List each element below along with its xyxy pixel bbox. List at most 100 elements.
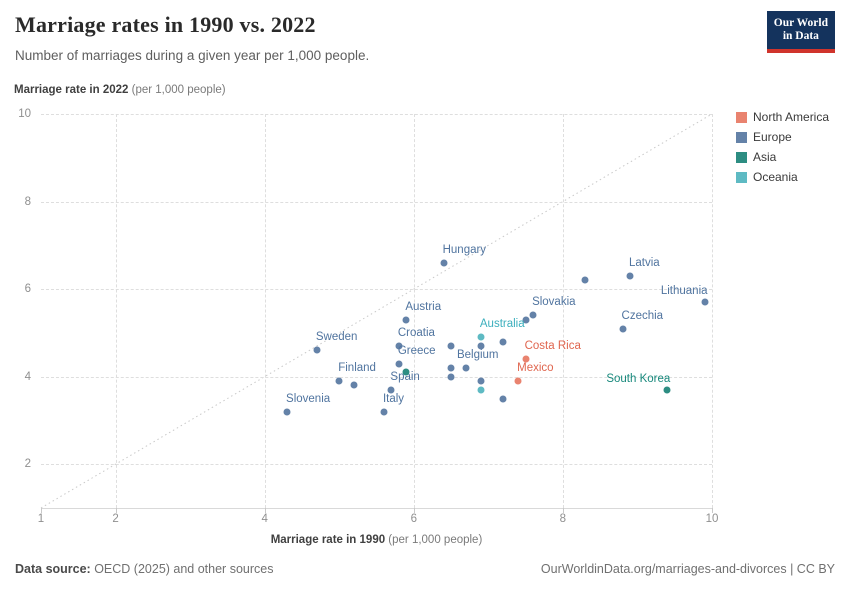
data-point-label[interactable]: Costa Rica [524,340,581,353]
data-point-belgium[interactable] [462,364,470,372]
data-point[interactable] [447,373,455,381]
x-axis-tick-mark [712,508,713,513]
legend-swatch [736,132,747,143]
data-point[interactable] [447,364,455,372]
data-point-label[interactable]: Spain [390,370,420,383]
identity-reference-line [40,113,713,509]
data-point-label[interactable]: Latvia [628,256,660,269]
data-source-text: OECD (2025) and other sources [90,562,274,576]
y-tick-label: 4 [24,370,31,383]
data-point-sweden[interactable] [313,346,321,354]
data-point-label[interactable]: Hungary [442,243,487,256]
data-point-lithuania[interactable] [701,298,709,306]
y-tick-label: 10 [18,108,31,120]
data-point[interactable] [447,342,455,350]
data-point[interactable] [350,381,358,389]
y-axis-title-unit: (per 1,000 people) [128,84,226,96]
data-point-label[interactable]: Italy [382,392,405,405]
page-title: Marriage rates in 1990 vs. 2022 [15,12,316,37]
y-tick-label: 8 [24,195,31,208]
x-axis-tick-mark [264,508,266,513]
data-point-label[interactable]: Austria [405,300,442,313]
data-point-spain[interactable] [387,386,395,394]
x-tick-label: 10 [705,513,719,525]
x-axis-tick-mark [115,508,117,513]
gridline-horizontal [41,376,712,378]
legend-swatch [736,112,747,123]
data-point-south-korea[interactable] [663,386,671,394]
owid-logo[interactable]: Our World in Data [766,11,835,53]
x-axis-title-main: Marriage rate in 1990 [270,534,386,546]
x-axis-tick-labels: 1 2 4 6 8 10 [37,513,719,527]
data-point-label[interactable]: Slovenia [286,392,331,405]
gridline-vertical [562,114,564,508]
gridline-horizontal [41,464,712,466]
x-tick-label: 8 [559,513,567,525]
y-axis-title: Marriage rate in 2022 (per 1,000 people) [14,84,226,96]
data-point-mexico[interactable] [514,377,522,385]
data-point[interactable] [477,342,485,350]
legend-label: Oceania [753,170,798,184]
y-tick-label: 2 [24,458,31,471]
gridline-horizontal [41,289,712,291]
data-point-label[interactable]: Croatia [397,327,435,340]
legend-label: North America [753,110,830,124]
data-source-note: Data source: OECD (2025) and other sourc… [15,562,273,576]
legend-swatch [736,152,747,163]
data-point-italy[interactable] [380,408,388,416]
plot-area: Costa Rica Mexico Hungary Latvia Lithuania Sl… [40,113,713,513]
data-point-finland[interactable] [335,377,343,385]
data-point[interactable] [477,386,485,394]
owid-link[interactable]: OurWorldinData.org/marriages-and-divorce… [540,562,835,576]
legend-swatch [736,172,747,183]
data-point-latvia[interactable] [626,272,634,280]
legend-item-oceania[interactable]: Oceania [736,170,829,184]
data-point[interactable] [402,368,410,376]
data-point-costa-rica[interactable] [522,355,530,363]
data-point-label[interactable]: Lithuania [660,285,708,298]
gridline-horizontal [41,114,712,115]
owid-logo-line1: Our World [773,17,828,29]
data-point-label[interactable]: Mexico [517,362,554,375]
data-point-australia[interactable] [477,333,485,341]
legend-label: Asia [753,150,777,164]
footer: Data source: OECD (2025) and other sourc… [15,562,835,576]
data-point-label[interactable]: Belgium [456,348,499,361]
data-point[interactable] [499,338,507,346]
x-tick-label: 1 [37,513,45,525]
x-tick-label: 6 [410,513,417,525]
data-point-hungary[interactable] [440,259,448,267]
owid-logo-line2: in Data [782,30,819,42]
x-tick-label: 4 [261,513,268,525]
data-point-czechia[interactable] [619,325,627,332]
data-point-label[interactable]: Greece [397,344,436,357]
gridline-vertical [712,114,713,508]
data-point-label[interactable]: Czechia [621,309,664,322]
data-point-label[interactable]: South Korea [606,372,671,385]
gridline-vertical [413,114,415,508]
data-point-greece[interactable] [395,360,403,368]
data-point-label[interactable]: Australia [479,318,525,331]
gridline-vertical [264,114,266,508]
legend-item-asia[interactable]: Asia [736,150,829,164]
x-axis-title: Marriage rate in 1990 (per 1,000 people) [41,534,712,546]
data-point-label[interactable]: Finland [338,362,376,375]
data-point-austria[interactable] [402,316,410,324]
data-point-label[interactable]: Sweden [315,331,358,344]
data-point-slovenia[interactable] [283,408,291,416]
legend-item-north-america[interactable]: North America [736,110,829,124]
chart-subtitle: Number of marriages during a given year … [15,48,370,63]
gridline-horizontal [41,201,712,203]
legend-item-europe[interactable]: Europe [736,130,829,144]
data-point[interactable] [522,316,530,324]
data-point[interactable] [581,276,589,284]
data-point[interactable] [477,377,485,385]
data-point[interactable] [499,395,507,403]
x-axis-tick-mark [413,508,415,513]
data-point-croatia[interactable] [395,342,403,350]
data-point-label[interactable]: Slovakia [532,296,576,309]
data-point-slovakia[interactable] [529,311,537,319]
y-axis-title-main: Marriage rate in 2022 [14,84,129,96]
legend-label: Europe [753,130,792,144]
gridline-vertical [115,114,117,508]
